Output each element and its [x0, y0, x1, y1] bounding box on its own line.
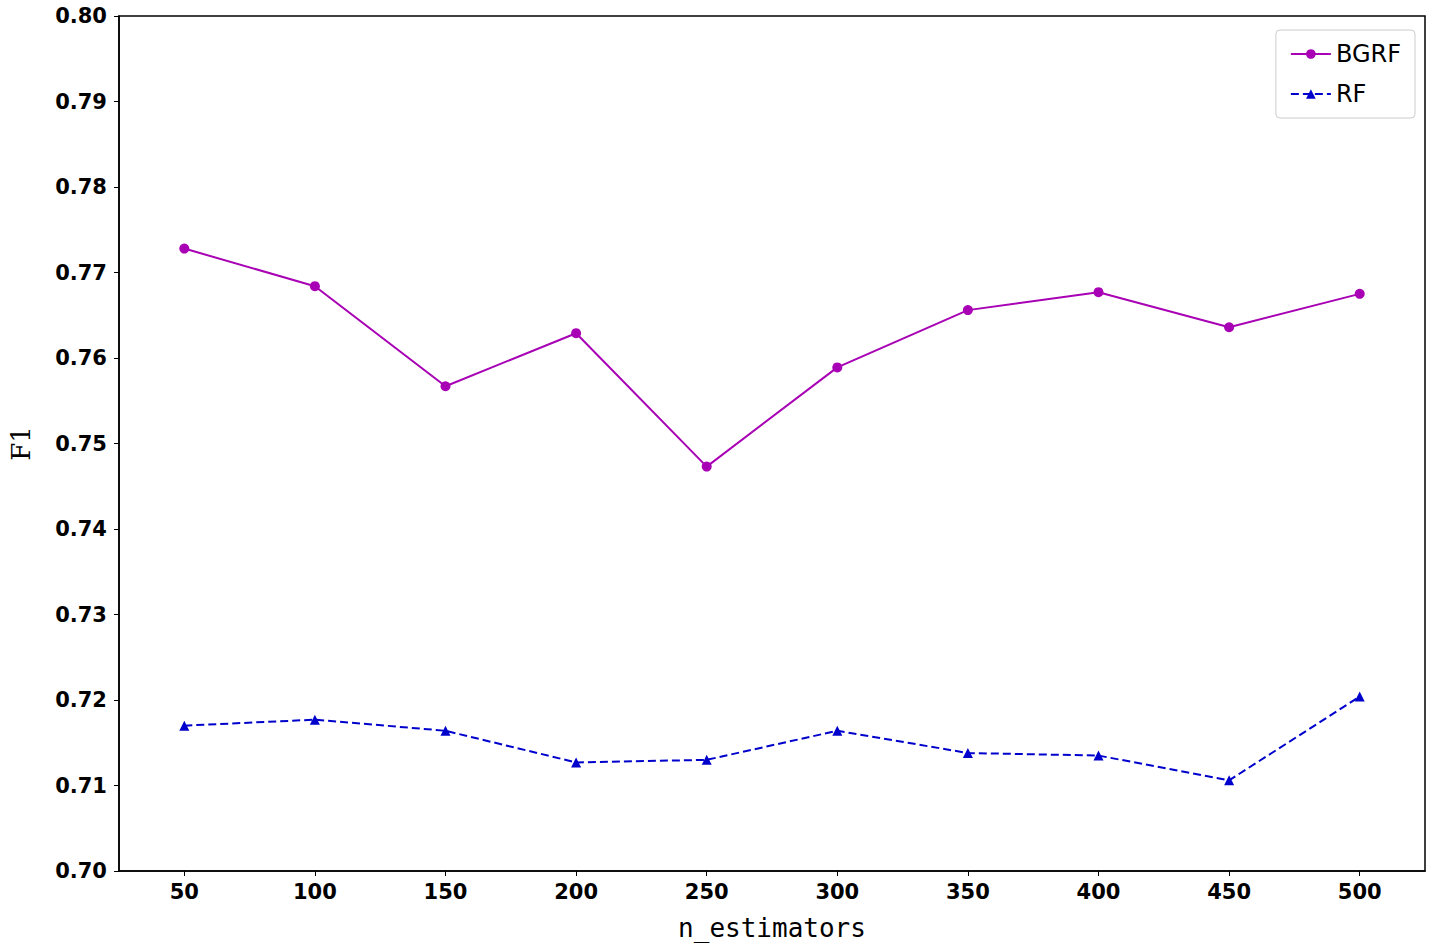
svg-text:RF: RF: [1336, 80, 1366, 108]
svg-text:0.73: 0.73: [55, 603, 107, 627]
svg-text:50: 50: [170, 880, 199, 904]
svg-text:0.80: 0.80: [55, 4, 107, 28]
svg-text:0.74: 0.74: [55, 517, 107, 541]
svg-text:0.75: 0.75: [55, 432, 107, 456]
svg-text:0.79: 0.79: [55, 90, 107, 114]
svg-text:150: 150: [424, 880, 468, 904]
svg-text:0.70: 0.70: [55, 859, 107, 883]
svg-text:0.78: 0.78: [55, 175, 107, 199]
svg-text:250: 250: [685, 880, 729, 904]
svg-text:400: 400: [1077, 880, 1121, 904]
svg-text:0.72: 0.72: [55, 688, 107, 712]
svg-text:200: 200: [554, 880, 598, 904]
svg-text:0.76: 0.76: [55, 346, 107, 370]
svg-text:BGRF: BGRF: [1336, 40, 1401, 68]
svg-text:450: 450: [1207, 880, 1251, 904]
svg-text:500: 500: [1338, 880, 1382, 904]
svg-text:0.77: 0.77: [55, 261, 107, 285]
svg-text:300: 300: [815, 880, 859, 904]
svg-text:F1: F1: [6, 426, 36, 461]
svg-text:n_estimators: n_estimators: [678, 913, 866, 944]
svg-text:0.71: 0.71: [55, 774, 107, 798]
svg-text:350: 350: [946, 880, 990, 904]
svg-text:100: 100: [293, 880, 337, 904]
